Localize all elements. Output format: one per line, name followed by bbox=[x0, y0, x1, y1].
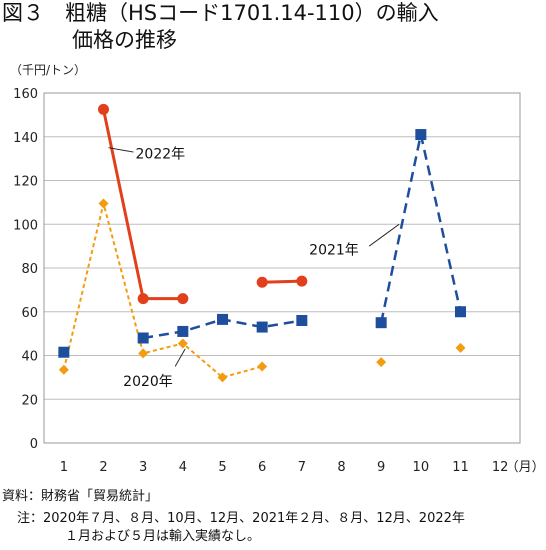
leader-line bbox=[108, 147, 134, 153]
x-tick-label: 5 bbox=[218, 460, 226, 475]
data-point bbox=[257, 361, 268, 372]
data-point bbox=[296, 275, 308, 287]
series-line bbox=[62, 202, 263, 379]
source-note: 資料：財務省「貿易統計」 bbox=[2, 489, 159, 504]
chart-title-line2: 価格の推移 bbox=[72, 28, 177, 52]
series-label: 2020年 bbox=[123, 374, 173, 390]
x-tick-label: 9 bbox=[377, 460, 385, 475]
series-label: 2021年 bbox=[309, 243, 359, 259]
chart-title-line1: 図３ 粗糖（HSコード1701.14-110）の輸入 bbox=[2, 1, 439, 25]
data-point bbox=[98, 103, 109, 115]
series-label: 2022年 bbox=[136, 146, 186, 162]
series-diamond bbox=[58, 198, 466, 383]
data-point bbox=[217, 372, 228, 383]
x-tick-label: 8 bbox=[337, 460, 345, 475]
y-axis-label: （千円/トン） bbox=[10, 63, 86, 77]
y-tick-label: 120 bbox=[13, 175, 38, 190]
y-tick-label: 20 bbox=[21, 393, 38, 408]
leader-line bbox=[368, 223, 400, 247]
data-point bbox=[217, 313, 228, 325]
x-tick-label: 1 bbox=[60, 460, 68, 475]
y-tick-label: 140 bbox=[13, 131, 38, 146]
series-square bbox=[58, 129, 466, 358]
data-point bbox=[58, 346, 70, 358]
x-tick-label: 12 bbox=[492, 460, 509, 475]
y-tick-label: 60 bbox=[21, 306, 38, 321]
series-circle bbox=[98, 103, 308, 305]
x-tick-label: 10 bbox=[413, 460, 430, 475]
data-point bbox=[256, 276, 268, 288]
data-point bbox=[138, 348, 149, 359]
x-tick-label: 3 bbox=[139, 460, 147, 475]
data-point bbox=[256, 321, 268, 333]
plot-area bbox=[43, 92, 521, 444]
footnote-line2: １月および５月は輸入実績なし。 bbox=[65, 529, 261, 544]
data-point bbox=[137, 293, 149, 305]
data-point bbox=[455, 342, 466, 353]
data-point bbox=[177, 293, 189, 305]
data-point bbox=[177, 338, 188, 349]
footnote-line1: 注：2020年７月、８月、10月、12月、2021年２月、８月、12月、2022… bbox=[17, 511, 465, 526]
data-point bbox=[58, 364, 69, 375]
data-point bbox=[415, 129, 427, 141]
y-tick-label: 160 bbox=[13, 87, 38, 102]
x-tick-label: 7 bbox=[298, 460, 306, 475]
data-point bbox=[455, 306, 466, 318]
data-point bbox=[177, 325, 189, 337]
x-tick-label: 6 bbox=[258, 460, 266, 475]
y-tick-label: 100 bbox=[13, 218, 38, 233]
x-axis-label: （月） bbox=[506, 460, 545, 475]
series-line bbox=[102, 109, 183, 301]
x-tick-label: 11 bbox=[452, 460, 469, 475]
leader-line bbox=[174, 348, 186, 367]
data-point bbox=[98, 198, 109, 209]
data-point bbox=[137, 332, 149, 344]
x-tick-label: 2 bbox=[99, 460, 107, 475]
y-tick-label: 80 bbox=[21, 262, 38, 277]
data-point bbox=[375, 317, 387, 329]
y-tick-label: 40 bbox=[21, 350, 38, 365]
x-tick-label: 4 bbox=[179, 460, 187, 475]
data-point bbox=[296, 315, 308, 326]
y-tick-label: 0 bbox=[30, 437, 38, 452]
series-line bbox=[262, 279, 302, 284]
data-point bbox=[376, 357, 387, 368]
